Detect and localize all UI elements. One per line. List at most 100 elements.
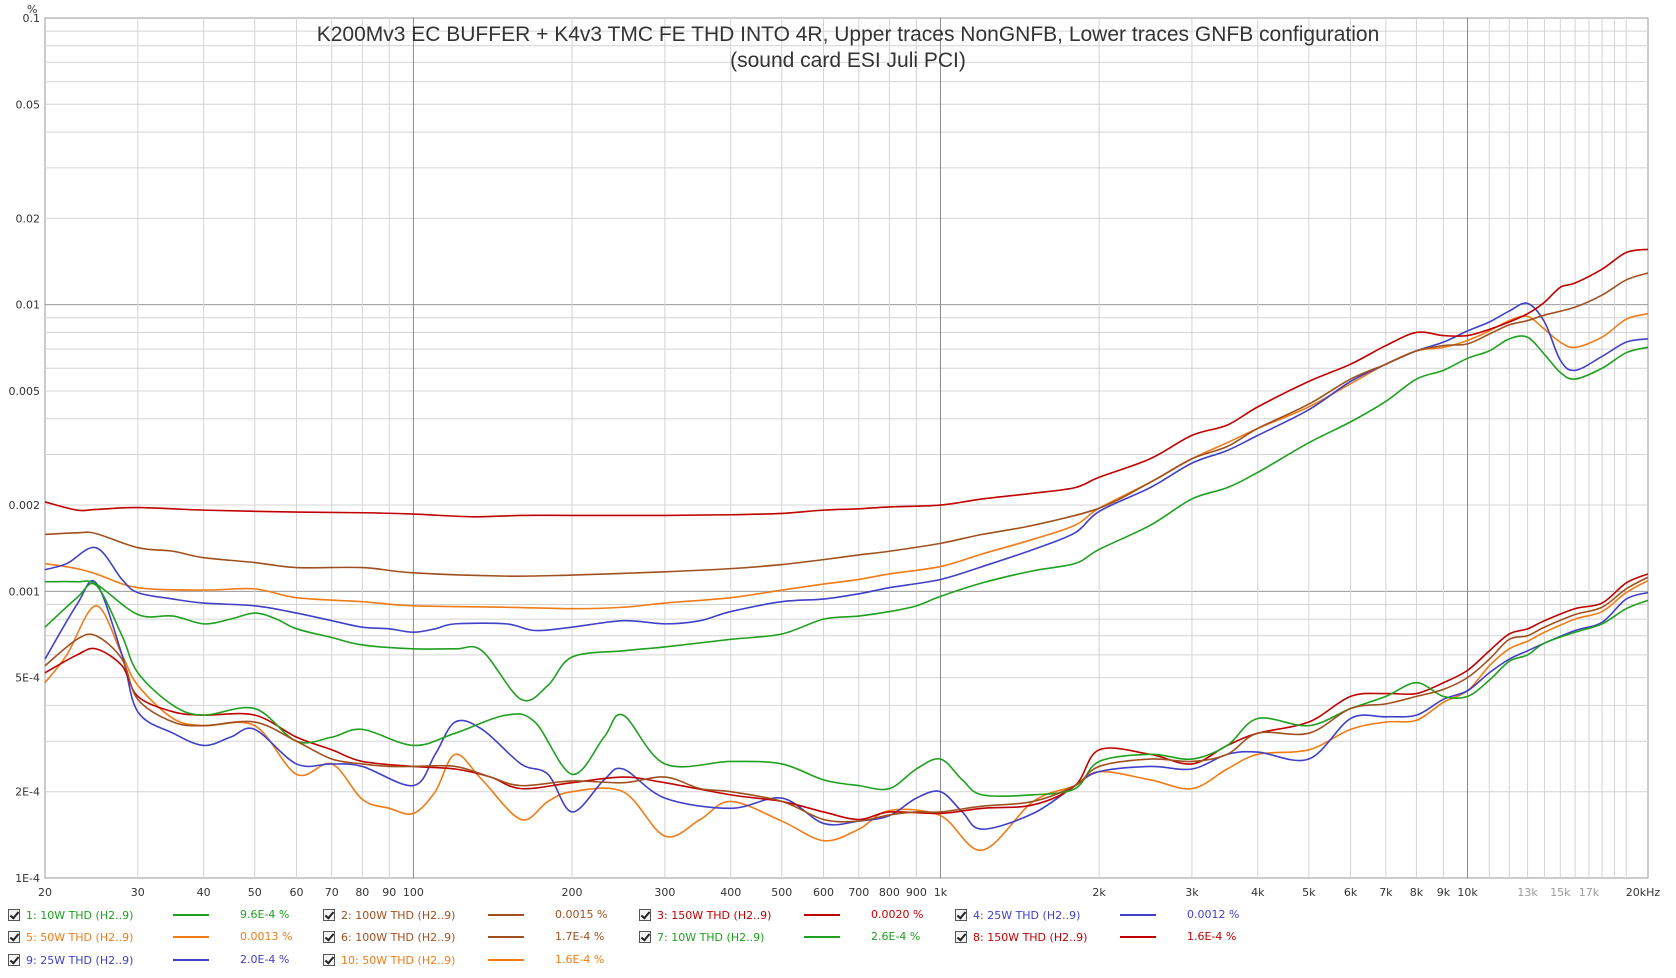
x-tick-label: 7k [1379,886,1393,899]
x-tick-label: 8k [1410,886,1424,899]
legend-swatch [488,959,524,961]
x-tick-label: 3k [1185,886,1199,899]
x-tick-label: 60 [289,886,303,899]
x-tick-label: 20 [38,886,52,899]
x-tick-label: 300 [654,886,675,899]
legend-checkbox[interactable] [639,909,651,921]
series-lines [44,248,1649,852]
x-axis-end-label: 20kHz [1626,886,1661,899]
legend-label: 6: 100W THD (H2..9) [341,930,456,944]
legend-item-7[interactable]: 7: 10W THD (H2..9) 2.6E-4 % [639,927,949,947]
legend-item-5[interactable]: 5: 50W THD (H2..9) 0.0013 % [8,927,318,947]
legend-swatch [1120,914,1156,916]
series-line-4 [44,302,1649,634]
x-tick-label: 13k [1517,886,1538,899]
legend-swatch [173,936,209,938]
legend-checkbox[interactable] [8,954,20,966]
legend-item-10[interactable]: 10: 50W THD (H2..9) 1.6E-4 % [323,950,633,970]
x-tick-label: 15k [1550,886,1571,899]
legend-checkbox[interactable] [323,931,335,943]
legend-value: 2.0E-4 % [240,953,290,966]
legend-value: 1.7E-4 % [555,930,605,943]
x-tick-label: 40 [197,886,211,899]
legend-item-1[interactable]: 1: 10W THD (H2..9) 9.6E-4 % [8,905,318,925]
legend-value: 2.6E-4 % [871,930,921,943]
legend-value: 1.6E-4 % [1187,930,1237,943]
x-tick-label: 80 [355,886,369,899]
plot-frame [44,17,1649,879]
legend-checkbox[interactable] [955,909,967,921]
x-tick-label: 500 [771,886,792,899]
x-tick-label: 6k [1344,886,1358,899]
x-tick-label: 17k [1579,886,1600,899]
legend-value: 0.0015 % [555,908,608,921]
x-tick-label: 1k [934,886,948,899]
series-line-1 [44,335,1649,702]
x-tick-label: 90 [382,886,396,899]
axis-tick-labels: 0.1 0.05 0.02 0.01 0.005 0.002 0.001 5E-4 2E-4 1E… [9,12,1600,899]
x-tick-label: 4k [1251,886,1265,899]
x-tick-label: 50 [248,886,262,899]
legend-item-2[interactable]: 2: 100W THD (H2..9) 0.0015 % [323,905,633,925]
legend-swatch [488,914,524,916]
legend-value: 1.6E-4 % [555,953,605,966]
series-line-5 [44,312,1649,610]
legend-value: 9.6E-4 % [240,908,290,921]
y-tick-label: 0.01 [16,299,41,312]
legend-label: 8: 150W THD (H2..9) [973,930,1088,944]
thd-chart-plot: 0.1 0.05 0.02 0.01 0.005 0.002 0.001 5E-4 2E-4 1E… [9,3,1661,899]
y-tick-label: 0.02 [16,212,41,225]
legend-label: 7: 10W THD (H2..9) [657,930,765,944]
x-tick-label: 70 [325,886,339,899]
legend-label: 10: 50W THD (H2..9) [341,953,456,967]
legend-label: 9: 25W THD (H2..9) [26,953,134,967]
x-tick-label: 700 [848,886,869,899]
legend-value: 0.0013 % [240,930,293,943]
series-line-3 [44,248,1649,518]
legend-item-6[interactable]: 6: 100W THD (H2..9) 1.7E-4 % [323,927,633,947]
chart-title: K200Mv3 EC BUFFER + K4v3 TMC FE THD INTO… [317,23,1380,46]
legend-label: 2: 100W THD (H2..9) [341,908,456,922]
chart-subtitle: (sound card ESI Juli PCI) [730,49,966,72]
legend-swatch [173,914,209,916]
legend-label: 1: 10W THD (H2..9) [26,908,134,922]
x-tick-label: 5k [1302,886,1316,899]
legend-swatch [1120,936,1156,938]
legend-checkbox[interactable] [639,931,651,943]
series-line-6 [44,576,1649,823]
legend-checkbox[interactable] [8,931,20,943]
y-tick-label: 1E-4 [15,872,40,885]
legend-swatch [804,914,840,916]
legend-item-3[interactable]: 3: 150W THD (H2..9) 0.0020 % [639,905,949,925]
legend-value: 0.0012 % [1187,908,1240,921]
x-tick-label: 900 [906,886,927,899]
legend-swatch [488,936,524,938]
legend-checkbox[interactable] [955,931,967,943]
y-axis-unit-label: % [27,3,37,16]
legend-checkbox[interactable] [323,909,335,921]
x-tick-label: 30 [131,886,145,899]
x-tick-label: 200 [562,886,583,899]
legend-label: 4: 25W THD (H2..9) [973,908,1081,922]
legend-checkbox[interactable] [8,909,20,921]
x-tick-label: 400 [720,886,741,899]
y-tick-label: 5E-4 [15,672,40,685]
y-tick-label: 0.001 [9,585,41,598]
legend-item-8[interactable]: 8: 150W THD (H2..9) 1.6E-4 % [955,927,1265,947]
legend-label: 3: 150W THD (H2..9) [657,908,772,922]
series-line-2 [44,272,1649,578]
y-tick-label: 2E-4 [15,786,40,799]
legend-item-4[interactable]: 4: 25W THD (H2..9) 0.0012 % [955,905,1265,925]
legend-value: 0.0020 % [871,908,924,921]
grid-lines [44,17,1649,879]
x-tick-label: 600 [813,886,834,899]
x-tick-label: 100 [403,886,424,899]
y-tick-label: 0.1 [23,12,41,25]
chart-legend: 1: 10W THD (H2..9) 9.6E-4 % 2: 100W THD (H… [0,905,1676,978]
legend-label: 5: 50W THD (H2..9) [26,930,134,944]
legend-swatch [804,936,840,938]
legend-checkbox[interactable] [323,954,335,966]
x-tick-label: 2k [1092,886,1106,899]
y-tick-label: 0.005 [9,385,41,398]
legend-item-9[interactable]: 9: 25W THD (H2..9) 2.0E-4 % [8,950,318,970]
